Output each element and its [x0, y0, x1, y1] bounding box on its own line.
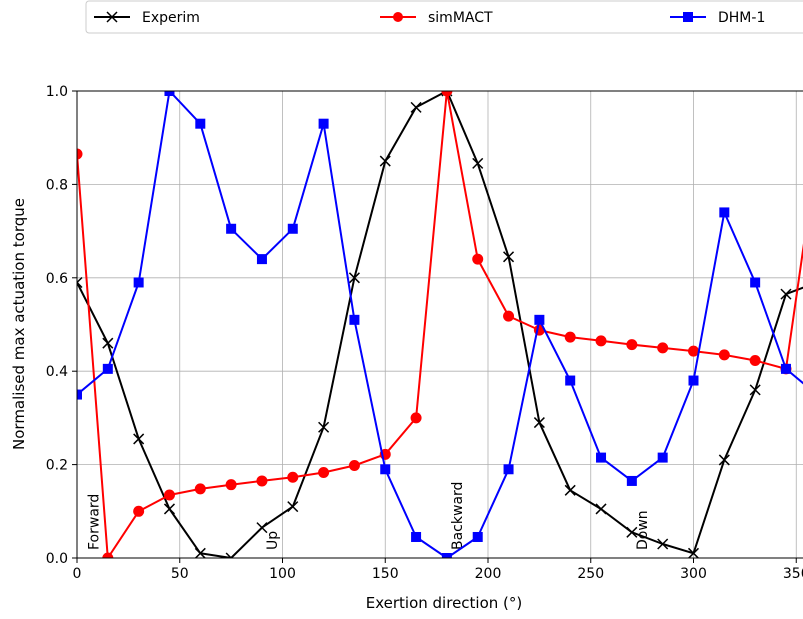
legend: Experim simMACT DHM-1	[86, 1, 803, 33]
data-point	[627, 340, 637, 350]
direction-annotation: Forward	[86, 494, 102, 550]
x-tick-label: 350	[783, 566, 803, 582]
data-point	[257, 523, 267, 533]
data-point	[103, 364, 113, 374]
x-tick-label: 200	[475, 566, 502, 582]
data-point	[689, 376, 699, 386]
legend-label: DHM-1	[718, 10, 765, 26]
data-point	[658, 343, 668, 353]
direction-annotation: Up	[265, 531, 281, 550]
x-tick-label: 50	[171, 566, 189, 582]
data-point	[750, 277, 760, 287]
data-point	[504, 311, 514, 321]
data-point	[750, 355, 760, 365]
data-point	[319, 119, 329, 129]
direction-annotation: Down	[635, 510, 651, 550]
legend-marker	[683, 12, 693, 22]
data-point	[658, 453, 668, 463]
data-point	[750, 385, 760, 395]
data-point	[288, 472, 298, 482]
data-point	[411, 532, 421, 542]
data-point	[380, 464, 390, 474]
data-point	[504, 464, 514, 474]
x-tick-label: 150	[372, 566, 399, 582]
series-line	[77, 91, 803, 558]
data-point	[565, 485, 575, 495]
data-point	[349, 461, 359, 471]
data-point	[195, 119, 205, 129]
data-point	[473, 254, 483, 264]
data-point	[349, 315, 359, 325]
data-point	[257, 254, 267, 264]
y-tick-label: 0.4	[46, 364, 68, 380]
y-tick-label: 0.8	[46, 177, 68, 193]
x-tick-label: 100	[269, 566, 296, 582]
direction-annotation: Backward	[450, 482, 466, 550]
x-tick-label: 0	[73, 566, 82, 582]
x-tick-label: 300	[680, 566, 707, 582]
data-point	[534, 315, 544, 325]
data-point	[288, 224, 298, 234]
data-point	[134, 434, 144, 444]
y-tick-label: 1.0	[46, 84, 68, 100]
data-point	[288, 502, 298, 512]
y-tick-label: 0.2	[46, 458, 68, 474]
data-point	[689, 346, 699, 356]
data-point	[164, 504, 174, 514]
data-point	[596, 336, 606, 346]
y-tick-label: 0.6	[46, 271, 68, 287]
data-point	[596, 453, 606, 463]
data-point	[719, 207, 729, 217]
data-point	[719, 455, 729, 465]
data-point	[226, 480, 236, 490]
data-point	[134, 277, 144, 287]
data-point	[473, 532, 483, 542]
data-point	[658, 539, 668, 549]
data-point	[596, 504, 606, 514]
data-point	[473, 158, 483, 168]
data-point	[226, 224, 236, 234]
data-point	[781, 364, 791, 374]
data-point	[411, 413, 421, 423]
data-point	[565, 376, 575, 386]
x-axis-title: Exertion direction (°)	[366, 594, 523, 612]
data-point	[257, 476, 267, 486]
legend-label: simMACT	[428, 10, 493, 26]
y-tick-label: 0.0	[46, 551, 68, 567]
data-point	[134, 506, 144, 516]
y-axis-title: Normalised max actuation torque	[10, 198, 28, 450]
legend-marker	[393, 12, 403, 22]
legend-label: Experim	[142, 10, 200, 26]
data-point	[195, 484, 205, 494]
x-tick-label: 250	[577, 566, 604, 582]
data-point	[565, 332, 575, 342]
data-point	[103, 338, 113, 348]
data-point	[719, 350, 729, 360]
data-point	[319, 468, 329, 478]
data-point	[411, 102, 421, 112]
data-point	[164, 490, 174, 500]
data-point	[627, 476, 637, 486]
data-point	[781, 289, 791, 299]
